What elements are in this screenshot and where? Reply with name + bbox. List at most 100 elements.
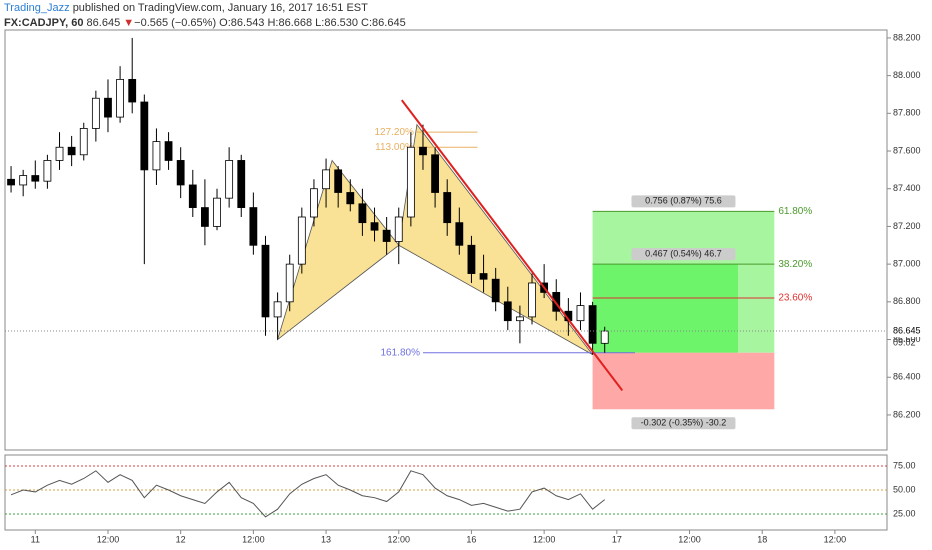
rsi-line <box>10 470 606 518</box>
candle-body <box>588 305 597 344</box>
candle-body <box>491 278 500 303</box>
ohlc: O:86.543 H:86.668 L:86.530 C:86.645 <box>219 17 406 29</box>
y-tick-label: 88.000 <box>893 70 921 80</box>
candle-body <box>406 146 415 218</box>
candle-body <box>552 292 561 312</box>
candle-body <box>455 222 464 246</box>
y-tick-label: 86.200 <box>893 409 921 419</box>
x-tick-label: 12 <box>176 534 186 544</box>
x-tick-label: 12:00 <box>824 534 847 544</box>
candle-body <box>600 330 609 344</box>
rsi-tick-label: 75.00 <box>893 460 916 470</box>
header-line-1: Trading_Jazz published on TradingView.co… <box>4 1 406 16</box>
candle-body <box>358 203 367 224</box>
candle-body <box>188 184 197 208</box>
candle-body <box>467 244 476 274</box>
fib-label: 161.80% <box>380 347 420 358</box>
countdown: 09:02 <box>893 337 916 347</box>
y-tick-label: 87.400 <box>893 183 921 193</box>
candle-body <box>55 146 64 161</box>
candle-body <box>431 154 439 193</box>
candle-body <box>164 141 173 161</box>
candle-body <box>104 97 112 118</box>
candle-body <box>516 316 524 322</box>
rsi-tick-label: 25.00 <box>893 508 916 518</box>
candle-body <box>19 175 28 186</box>
candle-body <box>225 160 234 199</box>
candle-body <box>43 160 52 182</box>
direction: ▼ <box>123 17 135 29</box>
candle-body <box>176 160 185 186</box>
trendline <box>400 99 624 392</box>
harmonic-pattern <box>398 123 593 355</box>
change: −0.565 (−0.65%) <box>134 17 217 29</box>
candle-body <box>67 146 76 156</box>
last-price-label: 86.645 <box>893 325 921 335</box>
candle-body <box>479 273 488 280</box>
x-tick-label: 12:00 <box>97 534 120 544</box>
candle-body <box>273 301 282 318</box>
rsi-tick-label: 50.00 <box>893 484 916 494</box>
fib-label: 113.00% <box>375 142 414 153</box>
y-tick-label: 88.200 <box>893 32 921 42</box>
candle-body <box>261 244 270 318</box>
candle-body <box>201 207 209 227</box>
y-tick-label: 87.800 <box>893 108 921 118</box>
candle-body <box>310 188 318 218</box>
header-line-2: FX:CADJPY, 60 86.645 ▼−0.565 (−0.65%) O:… <box>4 16 406 31</box>
x-tick-label: 12:00 <box>242 534 265 544</box>
stat-label: -0.302 (-0.35%) -30.2 <box>641 418 727 428</box>
x-tick-label: 17 <box>612 534 622 544</box>
stat-box <box>631 195 736 208</box>
candle-body <box>297 216 306 265</box>
target-label: 61.80% <box>778 206 812 217</box>
candle-body <box>152 141 161 171</box>
candle-body <box>285 263 294 303</box>
candle-body <box>7 178 15 186</box>
published: published on TradingView.com, January 16… <box>72 2 368 14</box>
rsi-pane <box>4 454 888 531</box>
y-tick-label: 86.600 <box>893 334 921 344</box>
y-tick-label: 87.200 <box>893 221 921 231</box>
price-pane <box>4 29 888 451</box>
candle-body <box>346 192 355 205</box>
y-tick-label: 86.400 <box>893 372 921 382</box>
last-price-tag <box>888 325 932 338</box>
x-tick-label: 12:00 <box>678 534 701 544</box>
x-tick-label: 12:00 <box>387 534 410 544</box>
candle-body <box>419 146 427 156</box>
candle-body <box>237 160 246 208</box>
candle-body <box>322 169 330 190</box>
target-label: 23.60% <box>778 293 812 304</box>
stat-label: 0.756 (0.87%) 75.6 <box>645 196 722 206</box>
candle-body <box>91 97 100 129</box>
candle-body <box>140 101 149 171</box>
candle-body <box>443 192 452 224</box>
candle-body <box>576 305 585 322</box>
stat-box <box>631 248 736 261</box>
candle-body <box>334 169 343 193</box>
stop-zone <box>592 352 775 410</box>
author[interactable]: Trading_Jazz <box>4 2 70 14</box>
y-tick-label: 87.600 <box>893 145 921 155</box>
header: Trading_Jazz published on TradingView.co… <box>4 1 406 31</box>
price: 86.645 <box>86 17 121 29</box>
candle-body <box>249 207 258 246</box>
symbol: FX:CADJPY, 60 <box>4 17 84 29</box>
candle-body <box>394 216 403 242</box>
candle-body <box>370 222 379 231</box>
fib-label: 127.20% <box>374 127 414 138</box>
x-tick-label: 12:00 <box>533 534 556 544</box>
stat-box <box>631 417 736 430</box>
candle-body <box>128 78 137 103</box>
y-tick-label: 86.800 <box>893 296 921 306</box>
candle-body <box>213 197 221 227</box>
target-zone-near <box>592 264 738 353</box>
candle-body <box>382 229 391 242</box>
x-tick-label: 18 <box>757 534 767 544</box>
stat-label: 0.467 (0.54%) 46.7 <box>645 249 722 259</box>
candle-body <box>79 128 88 156</box>
x-tick-label: 13 <box>321 534 331 544</box>
